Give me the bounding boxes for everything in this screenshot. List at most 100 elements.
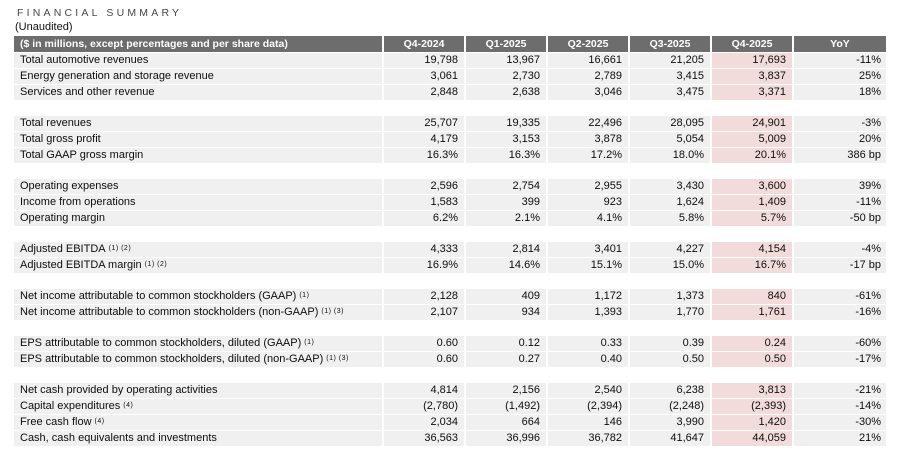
value-cell: (2,248) xyxy=(630,399,710,414)
row-label: EPS attributable to common stockholders,… xyxy=(14,352,382,367)
page-subtitle: (Unaudited) xyxy=(15,21,73,33)
value-cell: 5.7% xyxy=(712,211,792,226)
table-row: Total revenues 25,707 19,335 22,496 28,095 24… xyxy=(14,116,886,131)
section-spacer xyxy=(14,321,886,336)
value-cell: 0.39 xyxy=(630,336,710,351)
table-row: Energy generation and storage revenue 3,0… xyxy=(14,69,886,84)
yoy-value-cell: 20% xyxy=(794,132,886,147)
value-cell: 16.7% xyxy=(712,258,792,273)
table-body: Total automotive revenues 19,798 13,967 16,… xyxy=(14,53,886,446)
section-spacer xyxy=(14,164,886,179)
value-cell: 3,813 xyxy=(712,383,792,398)
value-cell: 1,409 xyxy=(712,195,792,210)
footnote-marker: (1) (2) xyxy=(144,261,168,268)
yoy-value-cell: -3% xyxy=(794,116,886,131)
table-row: EPS attributable to common stockholders,… xyxy=(14,336,886,351)
value-cell: (2,394) xyxy=(548,399,628,414)
value-cell: 0.50 xyxy=(712,352,792,367)
value-cell: 1,172 xyxy=(548,289,628,304)
yoy-value-cell: -61% xyxy=(794,289,886,304)
value-cell: 3,061 xyxy=(384,69,464,84)
yoy-value-cell: 39% xyxy=(794,179,886,194)
value-cell: 19,798 xyxy=(384,53,464,68)
value-cell: 21,205 xyxy=(630,53,710,68)
row-label: Total GAAP gross margin xyxy=(14,148,382,163)
value-cell: 25,707 xyxy=(384,116,464,131)
value-cell: 409 xyxy=(466,289,546,304)
header-col-q2-2025: Q2-2025 xyxy=(548,36,628,52)
value-cell: 0.27 xyxy=(466,352,546,367)
value-cell: 2,730 xyxy=(466,69,546,84)
table-row: Net income attributable to common stockh… xyxy=(14,305,886,320)
header-col-yoy: YoY xyxy=(794,36,886,52)
page-title: FINANCIAL SUMMARY xyxy=(17,7,183,19)
row-label: Services and other revenue xyxy=(14,85,382,100)
value-cell: (2,393) xyxy=(712,399,792,414)
value-cell: 934 xyxy=(466,305,546,320)
value-cell: 19,335 xyxy=(466,116,546,131)
value-cell: 1,770 xyxy=(630,305,710,320)
row-label: EPS attributable to common stockholders,… xyxy=(14,336,382,351)
table-row: Cash, cash equivalents and investments 36… xyxy=(14,431,886,446)
value-cell: 3,990 xyxy=(630,415,710,430)
row-label: Net income attributable to common stockh… xyxy=(14,289,382,304)
value-cell: (1,492) xyxy=(466,399,546,414)
row-label: Operating expenses xyxy=(14,179,382,194)
row-label: Total gross profit xyxy=(14,132,382,147)
value-cell: 6.2% xyxy=(384,211,464,226)
value-cell: 2,754 xyxy=(466,179,546,194)
value-cell: 6,238 xyxy=(630,383,710,398)
value-cell: 16,661 xyxy=(548,53,628,68)
value-cell: 1,420 xyxy=(712,415,792,430)
value-cell: 16.9% xyxy=(384,258,464,273)
value-cell: 3,430 xyxy=(630,179,710,194)
value-cell: 5.8% xyxy=(630,211,710,226)
yoy-value-cell: 21% xyxy=(794,431,886,446)
section-spacer xyxy=(14,274,886,289)
row-label: Adjusted EBITDA (1) (2) xyxy=(14,242,382,257)
header-col-q4-2025: Q4-2025 xyxy=(712,36,792,52)
value-cell: (2,780) xyxy=(384,399,464,414)
value-cell: 3,046 xyxy=(548,85,628,100)
value-cell: 664 xyxy=(466,415,546,430)
value-cell: 1,393 xyxy=(548,305,628,320)
value-cell: 4,227 xyxy=(630,242,710,257)
table-row: Adjusted EBITDA margin (1) (2) 16.9% 14.6% 1… xyxy=(14,258,886,273)
section-spacer xyxy=(14,101,886,116)
table-row: Income from operations 1,583 399 923 1,624 1,… xyxy=(14,195,886,210)
value-cell: 22,496 xyxy=(548,116,628,131)
value-cell: 3,371 xyxy=(712,85,792,100)
value-cell: 2,596 xyxy=(384,179,464,194)
table-row: Operating expenses 2,596 2,754 2,955 3,430 3,… xyxy=(14,179,886,194)
value-cell: 2,540 xyxy=(548,383,628,398)
row-label: Capital expenditures (4) xyxy=(14,399,382,414)
value-cell: 2,128 xyxy=(384,289,464,304)
value-cell: 3,415 xyxy=(630,69,710,84)
value-cell: 16.3% xyxy=(466,148,546,163)
value-cell: 0.24 xyxy=(712,336,792,351)
value-cell: 17,693 xyxy=(712,53,792,68)
yoy-value-cell: 25% xyxy=(794,69,886,84)
table-row: Net income attributable to common stockh… xyxy=(14,289,886,304)
row-label: Energy generation and storage revenue xyxy=(14,69,382,84)
value-cell: 16.3% xyxy=(384,148,464,163)
header-col-q3-2025: Q3-2025 xyxy=(630,36,710,52)
value-cell: 4,333 xyxy=(384,242,464,257)
value-cell: 3,401 xyxy=(548,242,628,257)
row-label: Cash, cash equivalents and investments xyxy=(14,431,382,446)
header-col-q1-2025: Q1-2025 xyxy=(466,36,546,52)
value-cell: 2,638 xyxy=(466,85,546,100)
table-row: Services and other revenue 2,848 2,638 3,04… xyxy=(14,85,886,100)
value-cell: 3,600 xyxy=(712,179,792,194)
footnote-marker: (1) (2) xyxy=(108,245,132,252)
row-label: Total revenues xyxy=(14,116,382,131)
yoy-value-cell: 386 bp xyxy=(794,148,886,163)
value-cell: 0.40 xyxy=(548,352,628,367)
yoy-value-cell: -11% xyxy=(794,195,886,210)
row-label: Income from operations xyxy=(14,195,382,210)
footnote-marker: (1) xyxy=(304,339,315,346)
footnote-marker: (4) xyxy=(94,418,105,425)
value-cell: 4,814 xyxy=(384,383,464,398)
footnote-marker: (1) (3) xyxy=(326,355,349,362)
value-cell: 2,156 xyxy=(466,383,546,398)
